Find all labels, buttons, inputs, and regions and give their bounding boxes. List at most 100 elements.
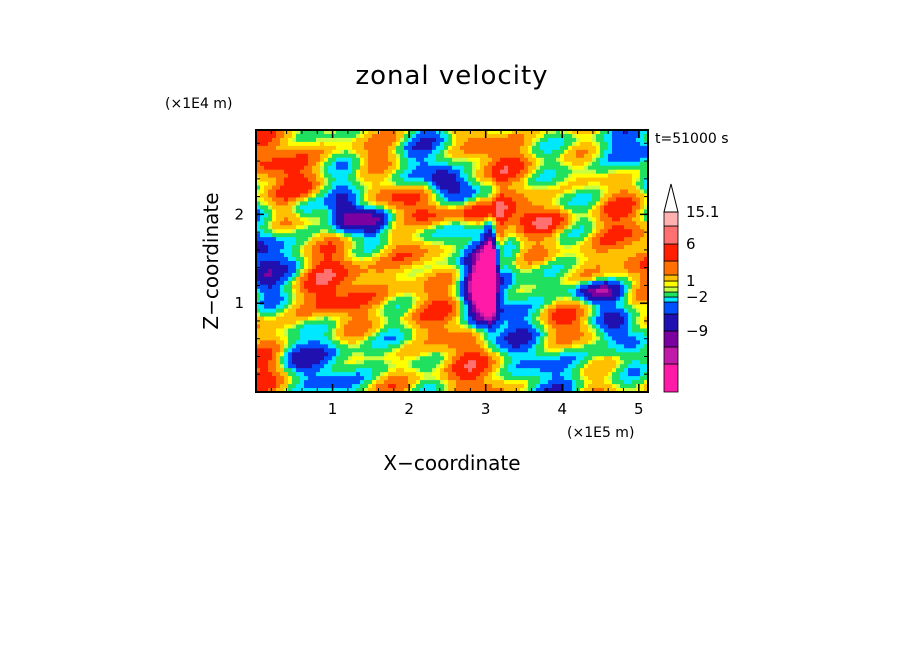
field-cell bbox=[472, 157, 477, 163]
field-cell bbox=[568, 249, 573, 254]
field-cell bbox=[604, 201, 609, 207]
field-cell bbox=[264, 181, 269, 187]
field-cell bbox=[348, 145, 353, 151]
field-cell bbox=[604, 137, 609, 143]
field-cell bbox=[592, 165, 597, 171]
field-cell bbox=[380, 268, 385, 274]
field-cell bbox=[588, 300, 593, 306]
field-cell bbox=[536, 245, 541, 250]
field-cell bbox=[436, 312, 441, 318]
field-cell bbox=[448, 241, 453, 246]
field-cell bbox=[308, 181, 313, 187]
field-cell bbox=[352, 217, 357, 222]
field-cell bbox=[576, 245, 581, 250]
field-cell bbox=[368, 201, 373, 207]
field-cell bbox=[620, 268, 625, 274]
field-cell bbox=[380, 264, 385, 270]
field-cell bbox=[492, 241, 497, 246]
field-cell bbox=[540, 165, 545, 171]
field-cell bbox=[624, 284, 629, 290]
field-cell bbox=[364, 245, 369, 250]
field-cell bbox=[460, 245, 465, 250]
field-cell bbox=[424, 276, 429, 282]
field-cell bbox=[276, 161, 281, 167]
field-cell bbox=[428, 221, 433, 226]
field-cell bbox=[348, 237, 353, 242]
field-cell bbox=[580, 185, 585, 191]
field-cell bbox=[372, 221, 377, 226]
field-cell bbox=[576, 185, 581, 191]
field-cell bbox=[456, 237, 461, 242]
field-cell bbox=[328, 225, 333, 230]
field-cell bbox=[636, 165, 641, 171]
field-cell bbox=[520, 245, 525, 250]
field-cell bbox=[300, 268, 305, 274]
field-cell bbox=[592, 205, 597, 210]
field-cell bbox=[580, 268, 585, 274]
field-cell bbox=[640, 181, 645, 187]
field-cell bbox=[632, 264, 637, 270]
field-cell bbox=[332, 161, 337, 167]
field-cell bbox=[412, 288, 417, 294]
field-cell bbox=[476, 308, 481, 314]
field-cell bbox=[612, 145, 617, 151]
field-cell bbox=[576, 213, 581, 218]
field-cell bbox=[624, 153, 629, 159]
field-cell bbox=[260, 276, 265, 282]
field-cell bbox=[500, 149, 505, 155]
field-cell bbox=[572, 272, 577, 278]
field-cell bbox=[568, 237, 573, 242]
field-cell bbox=[416, 249, 421, 254]
field-cell bbox=[368, 189, 373, 195]
field-cell bbox=[500, 153, 505, 159]
field-cell bbox=[576, 253, 581, 258]
field-cell bbox=[380, 320, 385, 326]
field-cell bbox=[336, 189, 341, 195]
field-cell bbox=[456, 213, 461, 218]
field-cell bbox=[596, 130, 601, 135]
field-cell bbox=[424, 221, 429, 226]
field-cell bbox=[592, 221, 597, 226]
field-cell bbox=[480, 165, 485, 171]
field-cell bbox=[452, 161, 457, 167]
field-cell bbox=[504, 280, 509, 286]
field-cell bbox=[348, 292, 353, 298]
field-cell bbox=[432, 209, 437, 214]
field-cell bbox=[548, 205, 553, 210]
field-cell bbox=[548, 257, 553, 262]
field-cell bbox=[572, 145, 577, 151]
field-cell bbox=[460, 253, 465, 258]
field-cell bbox=[524, 189, 529, 195]
field-cell bbox=[272, 157, 277, 163]
field-cell bbox=[412, 133, 417, 139]
field-cell bbox=[416, 185, 421, 191]
field-cell bbox=[604, 145, 609, 151]
field-cell bbox=[580, 141, 585, 147]
field-cell bbox=[460, 145, 465, 151]
field-cell bbox=[480, 253, 485, 258]
field-cell bbox=[380, 300, 385, 306]
field-cell bbox=[516, 130, 521, 135]
field-cell bbox=[384, 161, 389, 167]
field-cell bbox=[448, 253, 453, 258]
field-cell bbox=[516, 288, 521, 294]
field-cell bbox=[384, 272, 389, 278]
field-cell bbox=[288, 165, 293, 171]
field-cell bbox=[520, 217, 525, 222]
field-cell bbox=[600, 284, 605, 290]
field-cell bbox=[300, 205, 305, 210]
field-cell bbox=[340, 161, 345, 167]
field-cell bbox=[420, 197, 425, 203]
field-cell bbox=[592, 292, 597, 298]
field-cell bbox=[492, 312, 497, 318]
field-cell bbox=[564, 276, 569, 282]
field-cell bbox=[528, 264, 533, 270]
field-cell bbox=[320, 137, 325, 143]
field-cell bbox=[592, 237, 597, 242]
field-cell bbox=[508, 193, 513, 199]
field-cell bbox=[340, 185, 345, 191]
field-cell bbox=[276, 284, 281, 290]
field-cell bbox=[536, 300, 541, 306]
field-cell bbox=[468, 268, 473, 274]
field-cell bbox=[560, 328, 565, 334]
